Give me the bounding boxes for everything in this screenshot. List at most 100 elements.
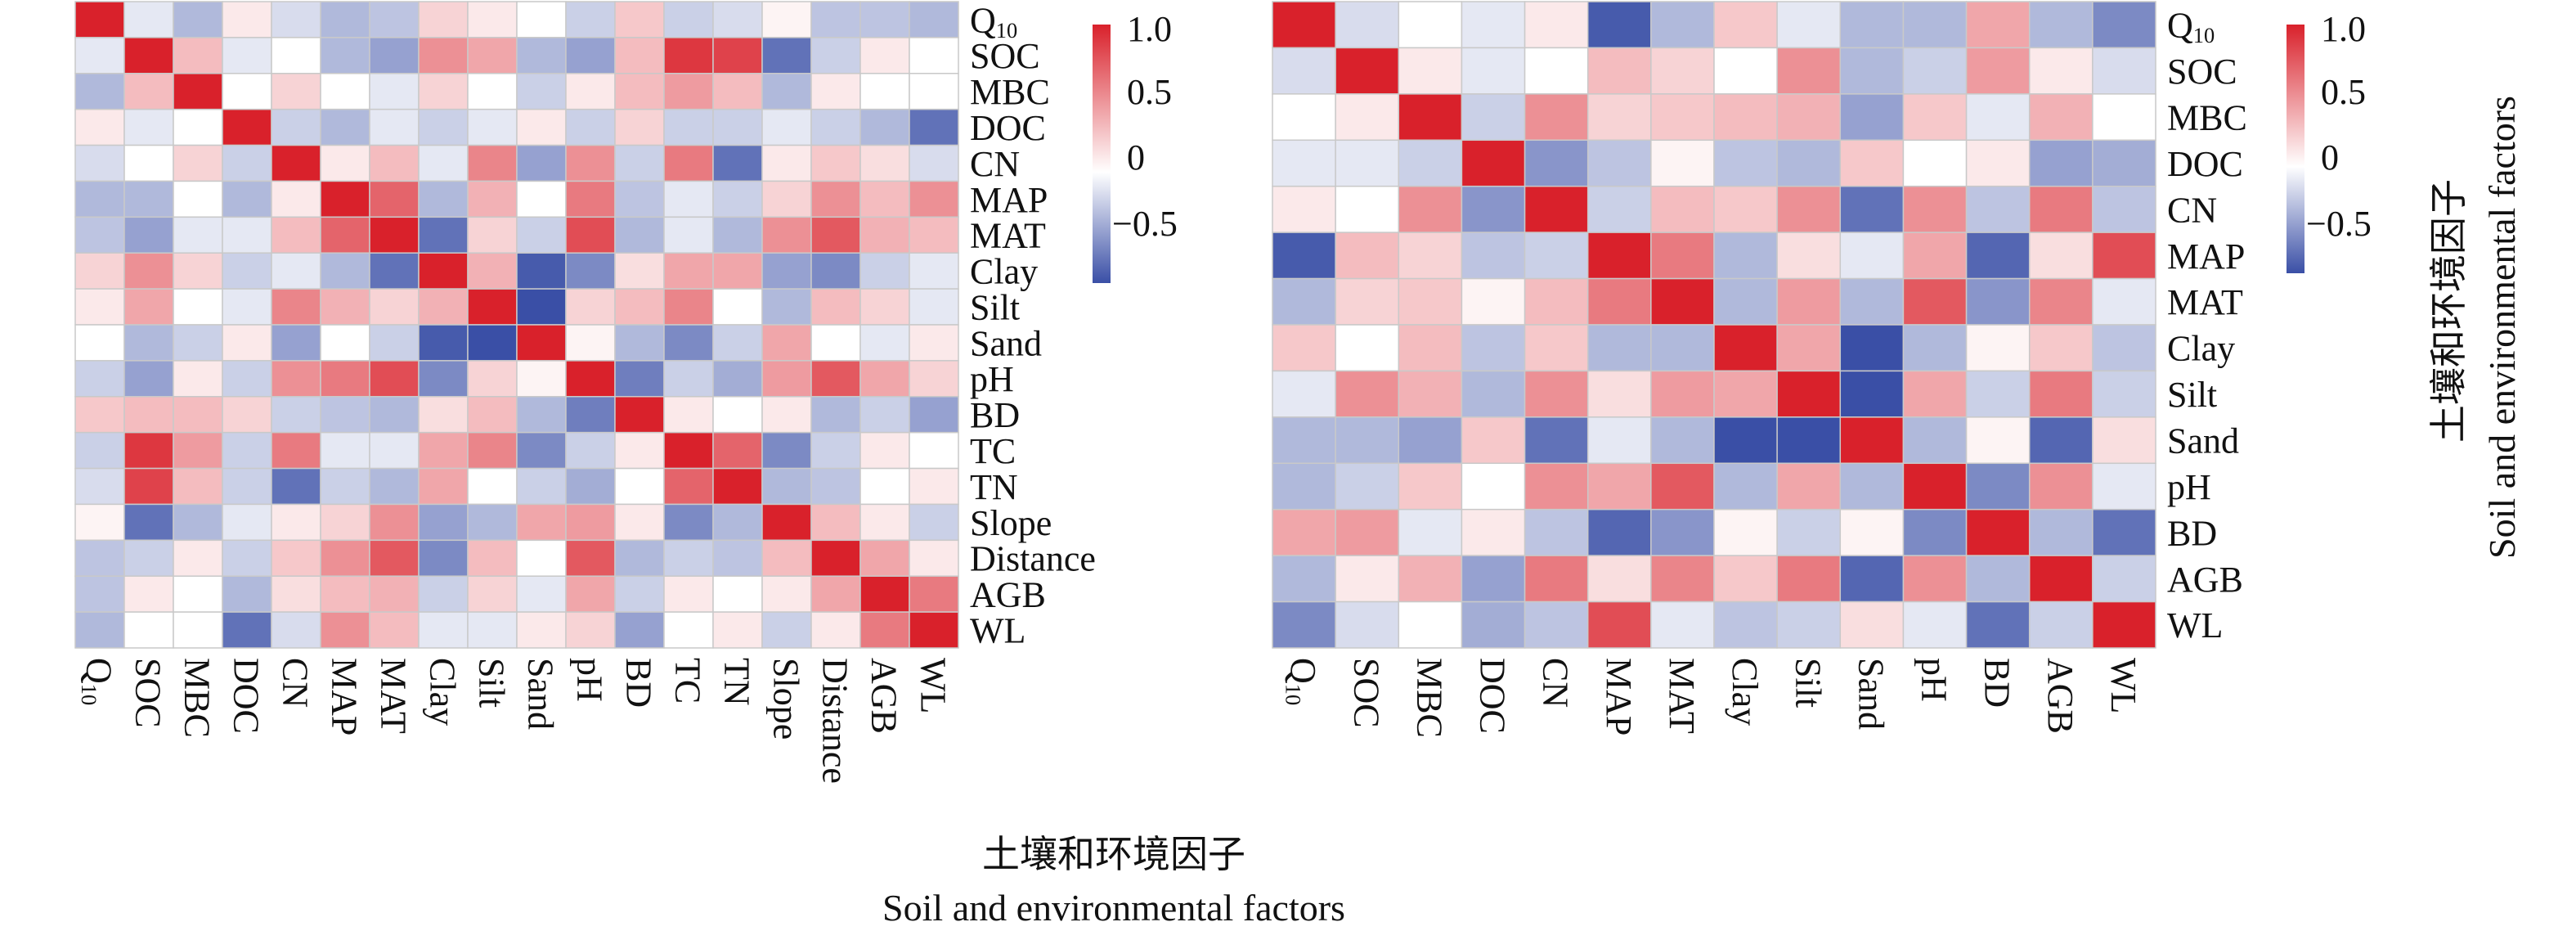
cell-clay-bd: [1965, 324, 2031, 372]
cell-agb-silt: [467, 575, 518, 613]
cell-clay-map: [1586, 324, 1652, 372]
cell-map-mat: [1650, 232, 1715, 280]
cell-doc-map: [320, 108, 370, 146]
cell-map-clay: [1713, 232, 1778, 280]
label-subscript-10: 10: [1281, 684, 1306, 705]
cell-tc-q10: [74, 431, 125, 470]
cell-clay-q10: [74, 252, 125, 290]
label-subscript-10: 10: [996, 18, 1017, 43]
row-label-map: MAP: [970, 180, 1048, 220]
row-label-mbc: MBC: [970, 72, 1050, 112]
cell-tc-cn: [271, 431, 321, 470]
cell-mat-wl: [909, 216, 959, 254]
cell-doc-doc: [222, 108, 272, 146]
cell-soc-doc: [222, 37, 272, 74]
cell-doc-clay: [418, 108, 469, 146]
cell-cn-silt: [1776, 185, 1842, 233]
cell-tn-agb: [859, 467, 910, 506]
cell-sand-doc: [222, 324, 272, 362]
cell-agb-cn: [1524, 555, 1589, 603]
cell-doc-cn: [1524, 139, 1589, 187]
cell-ph-wl: [909, 360, 959, 398]
col-label-silt: Silt: [1788, 658, 1828, 708]
cell-slope-distance: [810, 503, 861, 542]
row-label-clay: Clay: [2167, 329, 2235, 369]
cell-q10-ph: [565, 1, 616, 38]
cell-q10-agb: [859, 1, 910, 38]
cell-cn-tn: [712, 144, 763, 182]
cell-bd-q10: [1272, 508, 1336, 556]
cell-q10-map: [1586, 1, 1652, 49]
cell-sand-ph: [1902, 416, 1968, 465]
cell-agb-mat: [1650, 555, 1715, 603]
cell-tc-distance: [810, 431, 861, 470]
cell-q10-wl: [909, 1, 959, 38]
cell-bd-doc: [1461, 508, 1526, 556]
cell-map-sand: [1839, 232, 1905, 280]
cell-tn-mat: [369, 467, 420, 506]
cell-wl-cn: [1524, 600, 1589, 649]
cell-sand-map: [1586, 416, 1652, 465]
cell-mat-tc: [663, 216, 714, 254]
col-label-mbc: MBC: [177, 658, 218, 738]
cell-wl-cn: [271, 611, 321, 649]
cell-clay-soc: [1335, 324, 1400, 372]
cell-bd-silt: [1776, 508, 1842, 556]
cell-tc-tc: [663, 431, 714, 470]
cell-sand-sand: [1839, 416, 1905, 465]
cell-q10-map: [320, 1, 370, 38]
cell-doc-mbc: [1398, 139, 1463, 187]
cell-soc-wl: [2092, 47, 2156, 95]
row-label-slope: Slope: [970, 503, 1052, 543]
cell-wl-soc: [123, 611, 174, 649]
cell-mbc-mat: [369, 73, 420, 110]
cell-tc-sand: [516, 431, 567, 470]
cell-silt-silt: [1776, 370, 1842, 418]
cell-mat-map: [320, 216, 370, 254]
cell-bd-clay: [1713, 508, 1778, 556]
cell-doc-soc: [123, 108, 174, 146]
cell-distance-slope: [761, 539, 812, 577]
cell-silt-map: [320, 288, 370, 326]
cell-mat-doc: [1461, 277, 1526, 326]
cell-ph-clay: [418, 360, 469, 398]
cell-tn-silt: [467, 467, 518, 506]
cell-silt-sand: [516, 288, 567, 326]
cell-sand-bd: [614, 324, 665, 362]
cell-soc-sand: [516, 37, 567, 74]
cell-soc-cn: [1524, 47, 1589, 95]
cell-agb-wl: [2092, 555, 2156, 603]
cell-cn-mat: [369, 144, 420, 182]
cell-tc-soc: [123, 431, 174, 470]
cell-doc-q10: [74, 108, 125, 146]
cell-wl-tc: [663, 611, 714, 649]
cell-mat-map: [1586, 277, 1652, 326]
cell-ph-mat: [369, 360, 420, 398]
cell-soc-agb: [859, 37, 910, 74]
col-label-q10: Q10: [1281, 658, 1324, 705]
cell-silt-clay: [418, 288, 469, 326]
cell-sand-agb: [2028, 416, 2094, 465]
cell-wl-bd: [1965, 600, 2031, 649]
cell-ph-doc: [1461, 462, 1526, 510]
cell-silt-mat: [1650, 370, 1715, 418]
cell-map-slope: [761, 180, 812, 218]
cell-distance-mat: [369, 539, 420, 577]
cell-tn-cn: [271, 467, 321, 506]
cell-agb-silt: [1776, 555, 1842, 603]
cell-ph-sand: [1839, 462, 1905, 510]
cell-doc-agb: [2028, 139, 2094, 187]
cell-map-wl: [909, 180, 959, 218]
cell-map-bd: [614, 180, 665, 218]
cell-mbc-cn: [1524, 93, 1589, 142]
cell-tn-sand: [516, 467, 567, 506]
row-label-bd: BD: [2167, 513, 2217, 553]
cell-mat-sand: [516, 216, 567, 254]
cell-wl-distance: [810, 611, 861, 649]
cell-mbc-map: [320, 73, 370, 110]
cell-bd-wl: [2092, 508, 2156, 556]
cell-bd-map: [1586, 508, 1652, 556]
cell-tc-tn: [712, 431, 763, 470]
cell-mbc-mbc: [1398, 93, 1463, 142]
col-label-mat: MAT: [1662, 658, 1702, 734]
